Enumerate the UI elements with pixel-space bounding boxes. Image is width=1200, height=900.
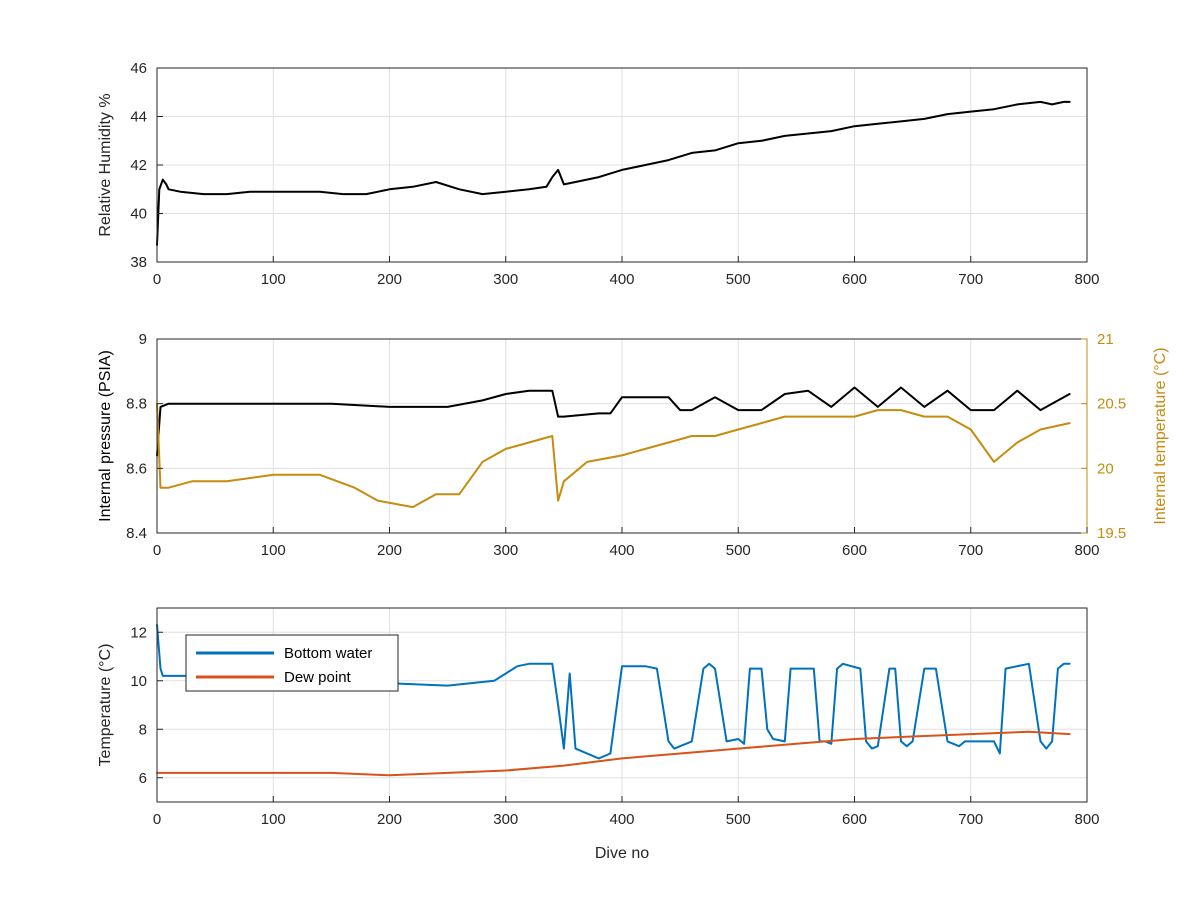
y2-tick-label: 20 xyxy=(1097,460,1114,477)
pressure-temperature-panel: 0 100 200 300 400 500 600 700 800 8.4 8.6 8.8 9 19.5 2… xyxy=(97,331,1169,559)
y-tick-label: 8.6 xyxy=(126,460,147,477)
x-tick-label: 700 xyxy=(958,542,983,559)
x-tick-label: 800 xyxy=(1074,542,1099,559)
y-axis-label: Relative Humidity % xyxy=(97,93,114,236)
x-tick-label: 500 xyxy=(726,811,751,828)
y-tick-label: 44 xyxy=(130,109,147,126)
y-tick-label: 9 xyxy=(139,331,147,348)
x-tick-label: 0 xyxy=(153,811,161,828)
y2-tick-label: 20.5 xyxy=(1097,396,1126,413)
legend-box xyxy=(185,634,399,692)
series-line-bottom-water xyxy=(156,624,1071,760)
x-tick-label: 600 xyxy=(842,542,867,559)
x-tick-label: 500 xyxy=(726,542,751,559)
y-tick-label: 38 xyxy=(130,254,147,271)
x-tick-label: 200 xyxy=(377,542,402,559)
humidity-panel: 0 100 200 300 400 500 600 700 800 38 40 42 44 46 Relat… xyxy=(97,60,1100,288)
y-tick-label: 6 xyxy=(139,770,147,787)
y2-tick-label: 21 xyxy=(1097,331,1114,348)
x-tick-label: 700 xyxy=(958,271,983,288)
y-tick-label: 42 xyxy=(130,157,147,174)
x-tick-label: 400 xyxy=(609,811,634,828)
x-tick-label: 800 xyxy=(1074,271,1099,288)
y-tick-label: 8.4 xyxy=(126,525,147,542)
x-tick-label: 300 xyxy=(493,271,518,288)
x-tick-label: 200 xyxy=(377,271,402,288)
series-line-series-0 xyxy=(156,386,1071,457)
series-line-series-0 xyxy=(156,100,1071,246)
legend-label: Bottom water xyxy=(284,645,372,662)
x-tick-label: 200 xyxy=(377,811,402,828)
y-tick-label: 10 xyxy=(130,673,147,690)
x-tick-label: 500 xyxy=(726,271,751,288)
x-tick-label: 100 xyxy=(261,811,286,828)
y-tick-label: 12 xyxy=(130,624,147,641)
y-axis-label: Temperature (°C) xyxy=(97,644,114,767)
x-tick-label: 100 xyxy=(261,271,286,288)
x-tick-label: 100 xyxy=(261,542,286,559)
x-tick-label: 0 xyxy=(153,271,161,288)
y-tick-label: 40 xyxy=(130,206,147,223)
x-tick-label: 700 xyxy=(958,811,983,828)
y2-tick-label: 19.5 xyxy=(1097,525,1126,542)
series-line-series-1 xyxy=(156,402,1071,509)
temperature-panel: 0 100 200 300 400 500 600 700 800 6 8 10 12 Temperatu… xyxy=(97,607,1100,862)
y-tick-label: 8.8 xyxy=(126,396,147,413)
x-tick-label: 600 xyxy=(842,811,867,828)
x-tick-label: 300 xyxy=(493,542,518,559)
legend-label: Dew point xyxy=(284,669,352,686)
x-tick-label: 300 xyxy=(493,811,518,828)
y-axis-label: Internal pressure (PSIA) xyxy=(97,350,114,522)
x-tick-label: 800 xyxy=(1074,811,1099,828)
x-tick-label: 400 xyxy=(609,542,634,559)
y-tick-label: 46 xyxy=(130,60,147,77)
x-tick-label: 600 xyxy=(842,271,867,288)
x-tick-label: 0 xyxy=(153,542,161,559)
series-line-dew-point xyxy=(156,730,1071,777)
x-axis-label: Dive no xyxy=(595,845,649,862)
x-tick-label: 400 xyxy=(609,271,634,288)
y2-axis-label: Internal temperature (°C) xyxy=(1152,347,1169,524)
y-tick-label: 8 xyxy=(139,721,147,738)
